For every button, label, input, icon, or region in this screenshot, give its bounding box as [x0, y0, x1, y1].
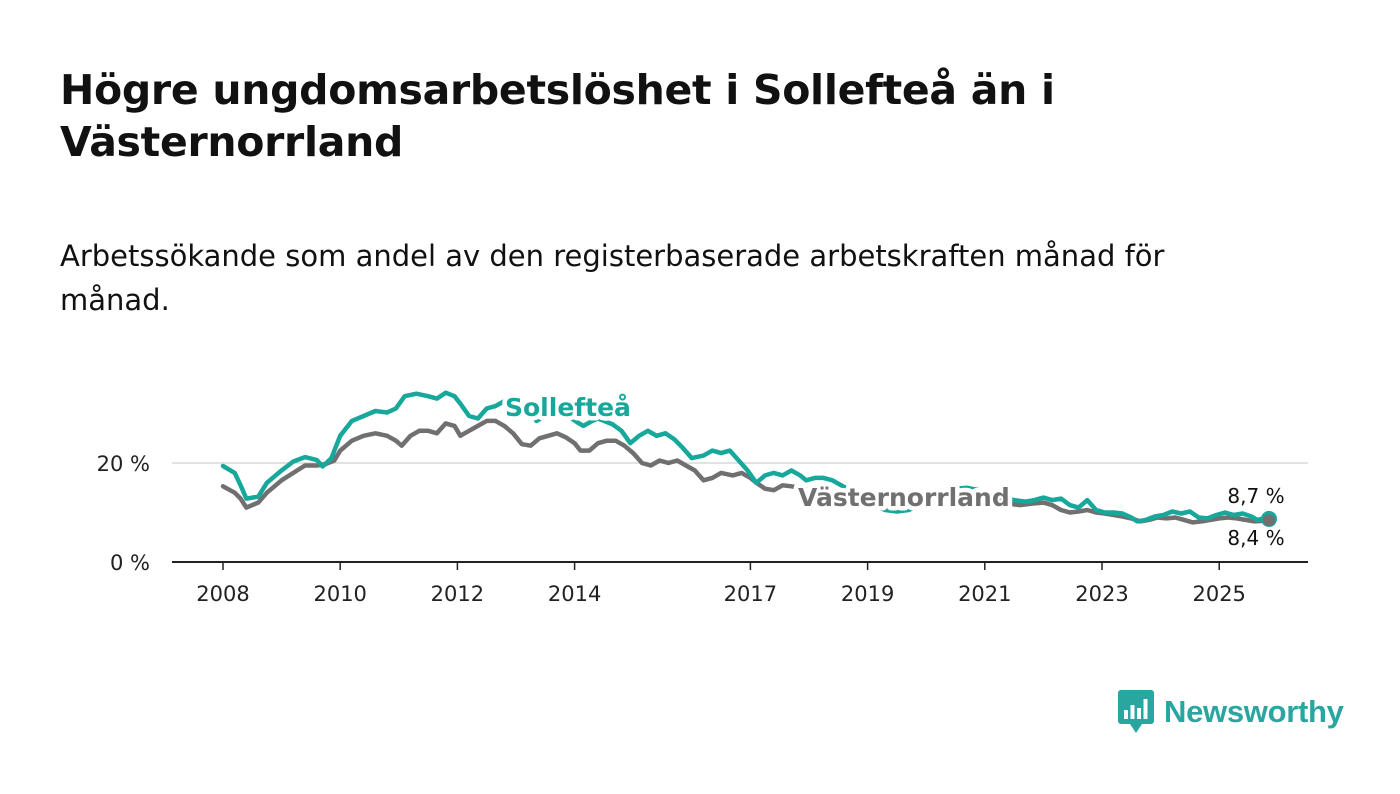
- grid-lines: [172, 462, 1308, 563]
- newsworthy-logo[interactable]: Newsworthy: [1118, 690, 1344, 734]
- series-label-solleftea: Sollefteå: [505, 393, 631, 422]
- x-tick-label: 2010: [313, 582, 366, 606]
- series-labels: Sollefteå Västernorrland 8,7 % 8,4 %: [501, 389, 1285, 551]
- x-tick-label: 2021: [958, 582, 1011, 606]
- last-value-vasternorrland: 8,4 %: [1227, 526, 1284, 550]
- last-value-solleftea: 8,7 %: [1227, 484, 1284, 508]
- end-marker-vasternorrland: [1263, 514, 1276, 527]
- y-tick-label: 20 %: [97, 452, 150, 476]
- y-tick-label: 0 %: [110, 551, 150, 575]
- chart-subtitle: Arbetssökande som andel av den registerb…: [60, 239, 1165, 317]
- chart-title: Högre ungdomsarbetslöshet i Sollefteå än…: [60, 66, 1055, 166]
- x-tick-label: 2012: [431, 582, 484, 606]
- x-tick-label: 2025: [1192, 582, 1245, 606]
- brand-name: Newsworthy: [1164, 694, 1344, 729]
- newsworthy-logo-icon: [1118, 690, 1154, 733]
- x-tick-label: 2008: [196, 582, 249, 606]
- x-tick-label: 2019: [841, 582, 894, 606]
- series-label-vasternorrland: Västernorrland: [798, 483, 1010, 512]
- series-line-solleftea: [220, 390, 1272, 524]
- x-tick-label: 2017: [724, 582, 777, 606]
- x-tick-label: 2014: [548, 582, 601, 606]
- x-tick-label: 2023: [1075, 582, 1128, 606]
- series-lines: [220, 390, 1278, 527]
- x-axis-ticks: 2008 2010 2012 2014 2017 2019 2021 2023 2025: [196, 562, 1246, 606]
- y-axis-ticks: 0 % 20 %: [97, 452, 150, 575]
